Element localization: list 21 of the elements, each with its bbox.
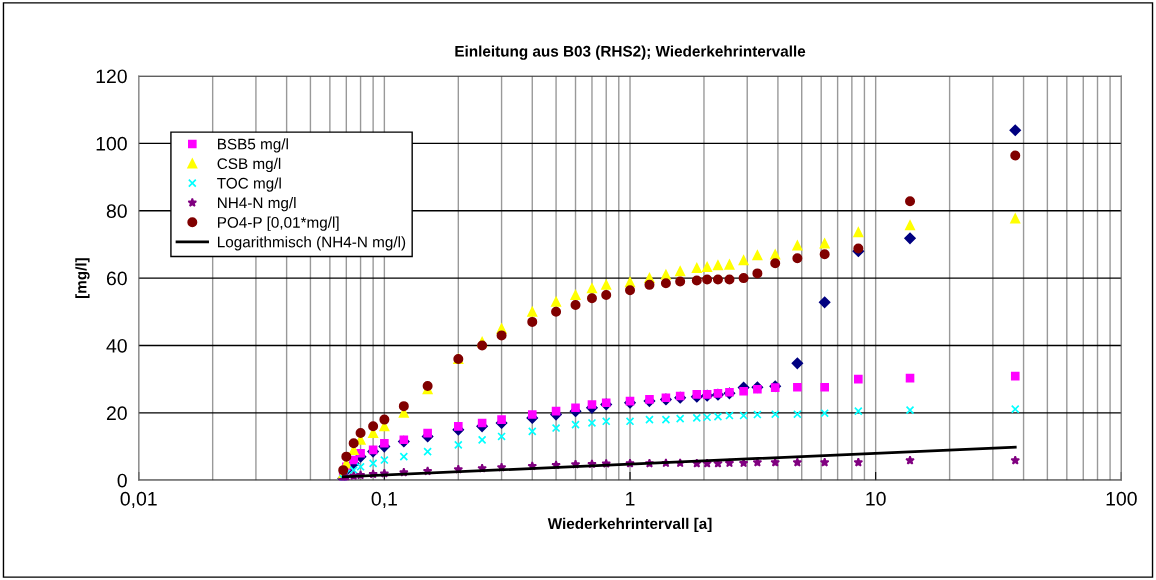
y-tick-label: 120 [96, 69, 127, 84]
legend-label: Logarithmisch (NH4-N mg/l) [218, 236, 406, 251]
x-tick-label: 1 [626, 492, 635, 506]
y-tick-label: 0 [117, 473, 127, 488]
y-tick-label: 40 [106, 338, 127, 353]
legend-label: BSB5 mg/l [218, 138, 288, 153]
legend-label: TOC mg/l [217, 177, 281, 192]
legend-label: PO4-P [0,01*mg/l] [218, 216, 339, 231]
y-tick-label: 100 [96, 136, 127, 151]
legend-label: CSB mg/l [217, 157, 281, 173]
y-tick-label: 60 [106, 271, 127, 286]
y-tick-label: 20 [106, 406, 127, 421]
legend-label: NH4-N mg/l [218, 197, 296, 212]
x-tick-label: 0,1 [371, 491, 397, 508]
y-tick-label: 80 [106, 204, 127, 218]
x-tick-label: 0,01 [120, 491, 157, 508]
chart-title: Einleitung aus B03 (RHS2); Wiederkehrintervalle [455, 45, 806, 60]
y-axis-title: [mg/l] [75, 258, 90, 299]
x-axis-title: Wiederkehrintervall [a] [547, 517, 712, 533]
x-tick-label: 10 [866, 491, 886, 506]
x-tick-label: 100 [1106, 491, 1137, 506]
